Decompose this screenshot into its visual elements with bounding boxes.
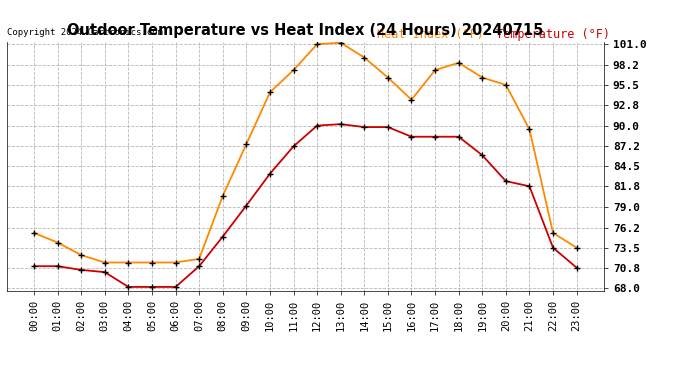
Text: Temperature (°F): Temperature (°F) [496,28,611,41]
Text: Copyright 2024 Cartronics.com: Copyright 2024 Cartronics.com [8,28,164,38]
Title: Outdoor Temperature vs Heat Index (24 Hours) 20240715: Outdoor Temperature vs Heat Index (24 Ho… [67,23,544,38]
Text: Heat Index (°F): Heat Index (°F) [377,28,484,41]
